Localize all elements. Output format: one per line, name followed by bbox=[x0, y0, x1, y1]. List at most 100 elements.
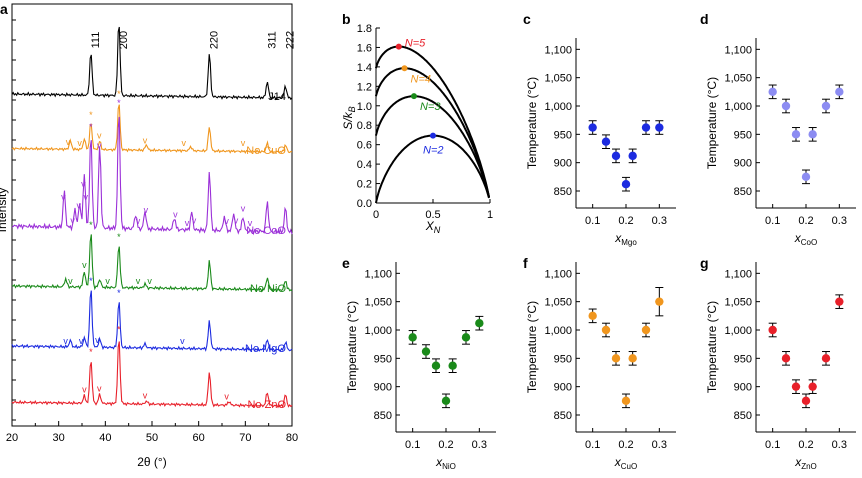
y-axis-label: S/kB bbox=[341, 106, 357, 129]
data-point bbox=[808, 130, 817, 139]
data-point bbox=[768, 87, 777, 97]
data-point bbox=[801, 172, 811, 182]
impurity-v-marker: v bbox=[181, 138, 186, 148]
x-tick-label: 0.3 bbox=[832, 439, 847, 451]
panel-a-xrd-chart: 20 30 40 50 60 70 80 2θ (°) Intensity 111 200 220 31… bbox=[0, 3, 298, 469]
y-tick-label: 850 bbox=[554, 410, 572, 422]
x-axis-label: xZnO bbox=[794, 455, 817, 471]
x-tick-label: 0.1 bbox=[765, 215, 780, 227]
x-axis-label: xNiO bbox=[435, 455, 456, 471]
impurity-v-marker: v bbox=[143, 135, 148, 145]
data-point bbox=[781, 101, 791, 111]
y-tick-label: 0.4 bbox=[357, 159, 372, 171]
y-axis-label: Temperature (°C) bbox=[345, 301, 359, 393]
y-tick-label: 950 bbox=[554, 129, 572, 141]
x-axis-label: XN bbox=[425, 219, 441, 235]
y-tick-label: 1,050 bbox=[724, 297, 752, 309]
data-point bbox=[628, 354, 637, 363]
phase-star-marker: * bbox=[89, 110, 93, 120]
y-tick-label: 1,050 bbox=[724, 73, 752, 85]
x-tick-label: 0.2 bbox=[798, 439, 813, 451]
y-axis-label: Temperature (°C) bbox=[525, 301, 539, 393]
data-point bbox=[601, 137, 611, 146]
x-tick-label: 80 bbox=[286, 432, 298, 444]
impurity-v-marker: v bbox=[82, 260, 87, 270]
impurity-v-marker: v bbox=[224, 216, 229, 226]
x-axis-label: xMgo bbox=[614, 231, 637, 247]
x-tick-label: 20 bbox=[6, 432, 18, 444]
data-point bbox=[641, 123, 651, 132]
x-tick-label: 0.2 bbox=[618, 439, 633, 451]
impurity-v-marker: v bbox=[143, 391, 148, 401]
y-tick-label: 1,000 bbox=[364, 325, 392, 337]
trace-label: No ZnO bbox=[247, 399, 286, 411]
peak-label: 222 bbox=[284, 31, 296, 49]
x-axis-label: xCuO bbox=[614, 455, 637, 471]
panel-letter-a: a bbox=[0, 1, 8, 17]
y-tick-label: 1,050 bbox=[364, 297, 392, 309]
y-tick-label: 1.0 bbox=[357, 101, 372, 113]
impurity-v-marker: v bbox=[144, 205, 149, 215]
data-point bbox=[628, 151, 637, 161]
data-point bbox=[791, 130, 801, 139]
trace-label: No MgO bbox=[245, 343, 286, 355]
data-point bbox=[601, 325, 611, 335]
impurity-v-marker: v bbox=[234, 216, 239, 226]
y-axis-label: Temperature (°C) bbox=[525, 77, 539, 169]
y-tick-label: 1,000 bbox=[544, 101, 572, 113]
y-axis-label: Temperature (°C) bbox=[705, 77, 719, 169]
y-tick-label: 850 bbox=[734, 410, 752, 422]
panel-letter-d: d bbox=[700, 11, 709, 27]
impurity-v-marker: v bbox=[105, 276, 110, 286]
x-axis-label-sub: Mgo bbox=[621, 238, 637, 247]
x-axis-label-sub: CuO bbox=[621, 462, 637, 471]
panel-letter-g: g bbox=[700, 255, 709, 271]
x-tick-label: 0.2 bbox=[618, 215, 633, 227]
x-tick-label: 60 bbox=[193, 432, 205, 444]
x-tick-label: 0.1 bbox=[585, 215, 600, 227]
y-tick-label: 0.8 bbox=[357, 120, 372, 132]
y-tick-label: 1.6 bbox=[357, 42, 372, 54]
data-point bbox=[835, 297, 844, 306]
impurity-v-marker: v bbox=[136, 276, 141, 286]
xrd-trace-no-zno bbox=[11, 341, 293, 409]
data-point bbox=[611, 151, 621, 161]
phase-star-marker: * bbox=[89, 276, 93, 286]
x-axis-label-sub: CoO bbox=[801, 238, 817, 247]
impurity-v-marker: v bbox=[95, 335, 100, 345]
y-tick-label: 1,100 bbox=[364, 268, 392, 280]
y-tick-label: 1,100 bbox=[724, 44, 752, 56]
phase-star-marker: * bbox=[89, 122, 93, 132]
data-point bbox=[621, 180, 631, 189]
xrd-trace-j14 bbox=[11, 26, 293, 101]
data-point bbox=[655, 297, 664, 306]
peak-label: 111 bbox=[90, 32, 102, 49]
data-point bbox=[835, 87, 844, 97]
curve-label: N=5 bbox=[405, 38, 426, 50]
data-point bbox=[475, 319, 484, 328]
impurity-v-marker: v bbox=[68, 276, 73, 286]
x-tick-label: 0.2 bbox=[438, 439, 453, 451]
y-axis-label: Intensity bbox=[0, 188, 9, 233]
x-axis-label-sub: N bbox=[434, 225, 441, 235]
y-tick-label: 1,050 bbox=[544, 73, 572, 85]
x-axis-label-sub: NiO bbox=[442, 462, 456, 471]
panel-letter-e: e bbox=[342, 255, 350, 271]
peak-label: 200 bbox=[118, 31, 130, 49]
entropy-max-point bbox=[410, 93, 417, 100]
curve-label: N=2 bbox=[423, 145, 444, 157]
data-point bbox=[441, 396, 451, 406]
x-tick-label: 0.3 bbox=[652, 215, 667, 227]
x-tick-label: 0.3 bbox=[832, 215, 847, 227]
phase-star-marker: * bbox=[89, 347, 93, 357]
data-point bbox=[611, 354, 621, 363]
x-tick-label: 0.2 bbox=[798, 215, 813, 227]
data-point bbox=[621, 396, 631, 406]
entropy-max-point bbox=[430, 132, 436, 139]
xrd-trace-no-cuo bbox=[11, 104, 293, 154]
curve-label: N=3 bbox=[420, 101, 441, 113]
y-tick-label: 1.4 bbox=[357, 62, 372, 74]
xrd-trace-no-mgo bbox=[11, 290, 293, 352]
trace-label: J14 bbox=[268, 91, 286, 103]
xrd-trace-no-nio bbox=[11, 234, 293, 293]
